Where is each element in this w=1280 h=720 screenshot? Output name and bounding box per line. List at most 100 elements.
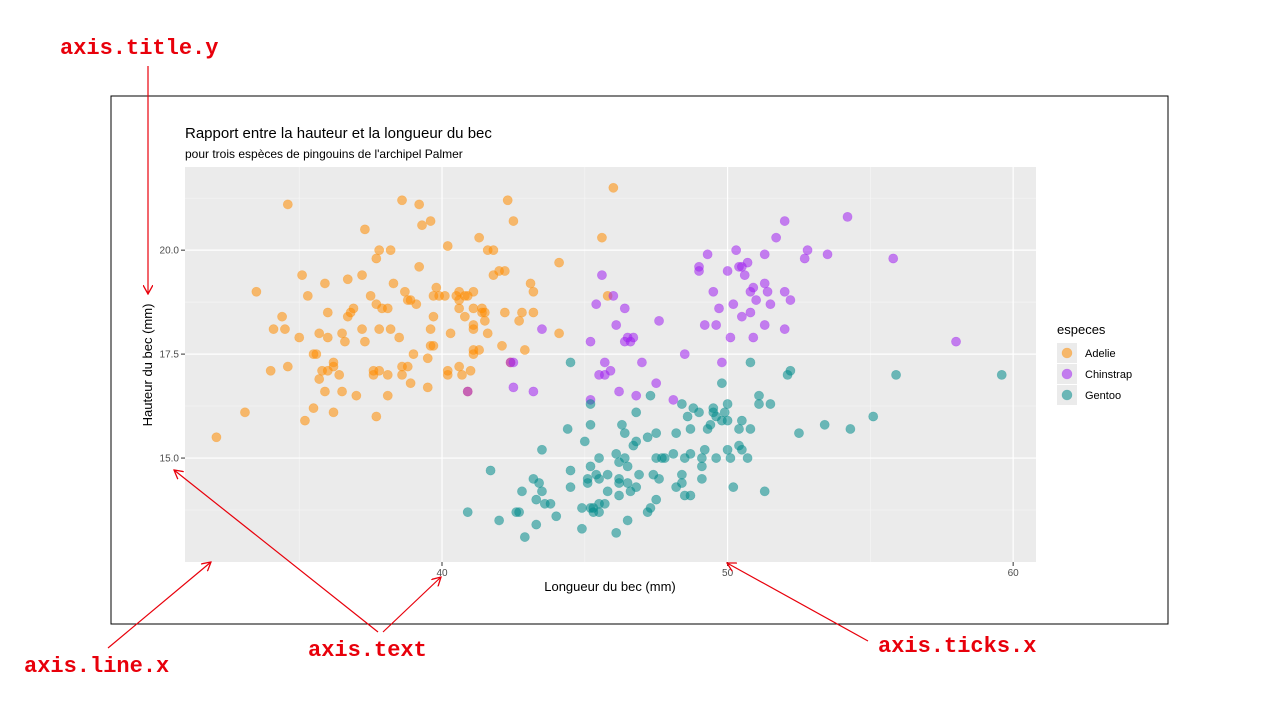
data-point-chinstrap [611,320,622,330]
data-point-gentoo [891,369,901,380]
data-point-gentoo [716,378,727,389]
data-point-chinstrap [736,311,747,322]
data-point-adelie [337,328,347,339]
data-point-gentoo [728,482,739,493]
data-point-gentoo [494,515,505,526]
data-point-adelie [399,286,410,297]
data-point-adelie [608,182,619,193]
data-point-adelie [519,345,530,355]
data-point-gentoo [537,444,547,455]
data-point-chinstrap [759,249,770,260]
data-point-chinstrap [779,286,790,297]
data-point-adelie [474,345,485,355]
data-point-gentoo [622,461,633,472]
data-point-gentoo [722,415,733,426]
annotation-arrows [107,66,869,649]
data-point-gentoo [651,494,662,505]
data-point-adelie [482,328,493,339]
data-point-gentoo [585,461,596,472]
data-point-adelie [457,369,467,380]
data-point-adelie [422,353,433,364]
arrow-axis-ticks-x [727,563,869,642]
data-point-gentoo [722,399,733,409]
data-point-adelie [499,307,510,318]
data-point-gentoo [614,490,624,501]
data-point-adelie [374,324,385,335]
data-point-chinstrap [528,386,539,397]
data-point-gentoo [654,473,664,484]
data-point-adelie [388,278,399,289]
data-point-gentoo [579,436,590,447]
data-point-gentoo [517,486,527,497]
data-point-adelie [374,365,385,376]
series-chinstrap [462,211,961,405]
data-point-chinstrap [628,332,639,343]
data-point-gentoo [742,453,753,463]
data-point-chinstrap [619,303,630,314]
plot-panel [185,167,1036,562]
data-point-gentoo [611,448,622,459]
data-point-gentoo [719,407,730,418]
data-point-adelie [314,328,325,339]
data-point-adelie [425,216,436,226]
legend-label-gentoo: Gentoo [1085,390,1121,402]
chart-subtitle: pour trois espèces de pingouins de l'arc… [185,147,463,161]
data-point-adelie [479,307,490,318]
data-point-gentoo [622,478,633,488]
data-point-chinstrap [708,286,719,297]
data-point-adelie [328,407,339,418]
data-point-gentoo [611,527,622,538]
data-point-gentoo [582,473,593,484]
data-point-chinstrap [608,290,619,301]
data-point-adelie [479,315,490,326]
data-point-chinstrap [762,286,773,297]
data-point-gentoo [537,486,547,497]
data-point-adelie [320,278,330,289]
data-point-chinstrap [765,299,776,310]
data-point-adelie [468,286,479,297]
data-point-gentoo [725,453,736,463]
data-point-gentoo [868,411,879,422]
data-point-adelie [328,357,339,368]
data-point-adelie [360,224,370,235]
data-point-gentoo [585,419,596,430]
data-point-gentoo [599,498,610,509]
data-point-gentoo [562,424,573,434]
data-point-adelie [528,307,539,318]
data-point-chinstrap [605,365,616,376]
data-point-adelie [348,303,359,314]
grid-lines [185,167,1036,562]
data-point-adelie [417,220,427,231]
data-point-chinstrap [508,357,519,368]
data-point-gentoo [577,503,587,513]
data-point-adelie [425,324,436,335]
legend-label-chinstrap: Chinstrap [1085,369,1132,381]
data-point-adelie [554,257,564,268]
data-point-adelie [431,282,442,293]
data-point-adelie [311,349,322,360]
data-point-gentoo [785,365,796,376]
data-point-adelie [302,290,313,301]
data-point-gentoo [594,453,604,463]
data-point-adelie [382,303,393,314]
data-point-chinstrap [742,257,753,268]
data-point-adelie [300,415,310,426]
data-point-gentoo [631,407,642,418]
data-point-gentoo [676,399,687,409]
data-point-adelie [514,315,525,326]
data-point-gentoo [676,478,687,488]
data-point-adelie [517,307,527,318]
data-point-adelie [411,299,422,310]
data-point-chinstrap [651,378,662,389]
data-point-gentoo [545,498,556,509]
data-point-gentoo [734,424,744,434]
data-point-gentoo [594,473,604,484]
data-point-gentoo [711,453,722,463]
data-point-adelie [371,411,382,422]
callout-axis-ticks-x: axis.ticks.x [878,634,1037,659]
arrow-axis-line-x [107,562,211,649]
data-point-adelie [308,403,319,414]
data-point-gentoo [754,390,764,401]
data-point-adelie [265,365,276,376]
